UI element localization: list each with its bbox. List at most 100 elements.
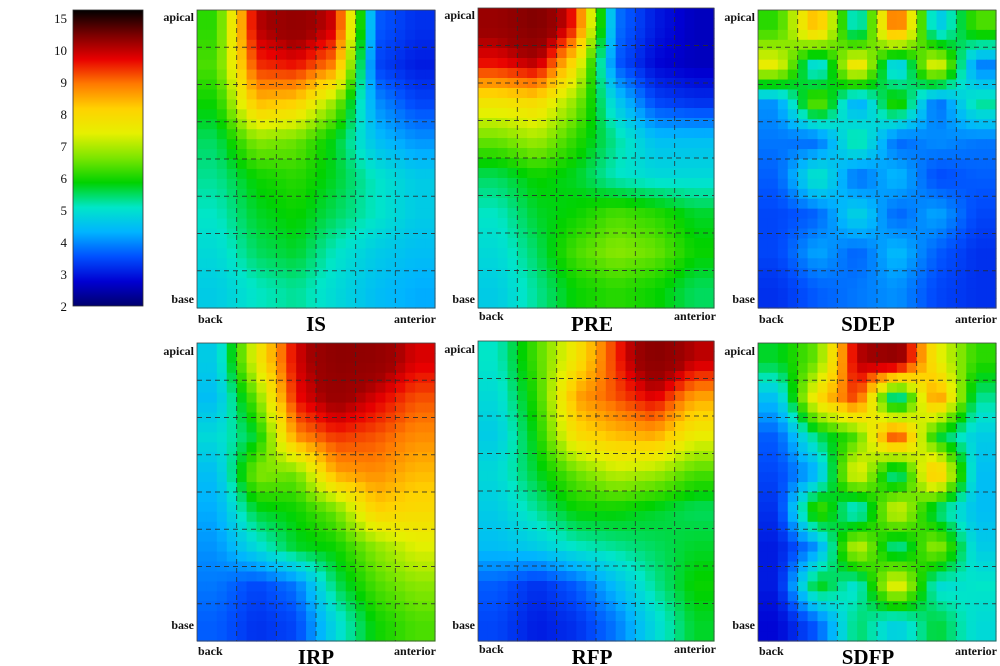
panel-sdep-cell	[946, 208, 957, 220]
panel-irp-cell	[365, 521, 377, 533]
panel-rfp-cell	[625, 401, 636, 412]
panel-sdfp-cell	[966, 372, 977, 384]
panel-sdep-cell	[896, 39, 908, 51]
panel-is-cell	[395, 149, 406, 160]
panel-rfp-cell	[517, 591, 528, 602]
panel-sdep-cell	[916, 109, 928, 120]
panel-pre-cell	[596, 178, 607, 189]
panel-sdep-cell	[758, 19, 769, 31]
panel-rfp-cell	[517, 561, 528, 572]
panel-is-cell	[306, 238, 317, 249]
panel-sdep-cell	[966, 49, 977, 61]
panel-sdep-cell	[946, 168, 957, 180]
panel-irp-cell	[395, 601, 406, 612]
panel-irp-cell	[395, 551, 406, 563]
panel-is-cell	[226, 29, 238, 41]
panel-is-cell	[197, 159, 208, 170]
panel-irp-cell	[276, 501, 287, 513]
panel-is-cell	[197, 89, 208, 100]
panel-sdep-cell	[777, 119, 789, 130]
panel-sdep-cell	[827, 39, 838, 51]
panel-sdfp-cell	[896, 402, 908, 414]
panel-sdfp-cell	[886, 472, 898, 483]
panel-is-cell	[405, 99, 416, 110]
panel-pre-cell	[704, 258, 715, 269]
panel-pre-cell	[576, 178, 587, 189]
panel-is-cell	[236, 79, 248, 91]
panel-is-cell	[256, 39, 268, 51]
panel-is-cell	[425, 149, 436, 160]
panel-irp-cell	[306, 462, 317, 473]
panel-sdfp-cell	[976, 492, 987, 503]
panel-sdep-cell	[966, 39, 977, 51]
panel-pre-cell	[478, 298, 489, 309]
panel-sdfp-cell	[986, 521, 997, 533]
panel-sdep-cell	[976, 168, 987, 180]
panel-irp-cell	[365, 551, 377, 563]
panel-irp-cell	[246, 442, 258, 453]
panel-sdep-cell	[817, 39, 829, 51]
panel-sdfp-cell	[758, 511, 769, 523]
panel-pre-cell	[478, 228, 489, 239]
panel-is-cell	[276, 188, 287, 200]
panel-is-cell	[325, 268, 337, 279]
panel-is-cell	[246, 109, 258, 120]
panel-irp-cell	[316, 621, 327, 632]
panel-is-cell	[335, 298, 347, 309]
panel-sdfp-cell	[966, 631, 977, 642]
panel-rfp-cell	[537, 611, 548, 622]
panel-sdfp-cell	[758, 452, 769, 463]
panel-pre-cell	[704, 298, 715, 309]
panel-sdfp-cell	[986, 561, 997, 573]
panel-sdep-cell	[936, 278, 948, 289]
panel-sdfp-cell	[916, 382, 928, 394]
panel-sdfp-cell	[857, 551, 868, 563]
panel-pre-cell	[586, 238, 597, 249]
panel-pre-cell	[566, 18, 577, 29]
panel-rfp-cell	[596, 441, 607, 452]
panel-sdfp-cell	[986, 501, 997, 513]
panel-is-cell	[206, 59, 218, 71]
panel-pre-cell	[566, 158, 577, 169]
panel-irp-cell	[425, 442, 436, 453]
panel-is-cell	[216, 188, 228, 200]
panel-rfp-cells	[477, 340, 715, 642]
panel-pre-cell	[615, 58, 627, 69]
panel-pre-cell	[635, 298, 646, 309]
panel-is-cell	[335, 198, 347, 210]
panel-pre-cell	[517, 168, 528, 179]
panel-is-cell	[325, 99, 337, 110]
panel-is-cell	[276, 139, 287, 150]
panel-is-cell	[415, 268, 426, 279]
panel-irp-cell	[246, 531, 258, 543]
panel-sdfp-cell	[847, 601, 858, 612]
panel-sdfp-cell	[966, 581, 977, 592]
panel-rfp-cell	[586, 481, 597, 492]
panel-irp-cell	[415, 501, 426, 513]
panel-sdep-cell	[986, 278, 997, 289]
panel-rfp-cell	[674, 501, 686, 512]
panel-pre-cell	[684, 168, 695, 179]
panel-is-cell	[335, 49, 347, 61]
panel-pre-cell	[546, 98, 558, 109]
panel-is-cell	[306, 69, 317, 81]
panel-irp-cell	[256, 392, 268, 404]
panel-rfp-cell	[546, 621, 558, 632]
panel-irp-cell	[266, 531, 277, 543]
panel-pre-cell	[596, 268, 607, 279]
panel-sdep-cell	[877, 228, 888, 240]
panel-sdfp-cell	[976, 541, 987, 553]
panel-sdep-cell	[817, 198, 829, 210]
panel-sdep-cell	[867, 129, 878, 140]
panel-rfp-cell	[635, 371, 646, 382]
panel-irp-cell	[425, 362, 436, 374]
panel-sdep-cell	[797, 268, 809, 279]
panel-pre-cell	[546, 38, 558, 49]
panel-sdep-cell	[946, 248, 957, 259]
panel-rfp-cell	[507, 401, 518, 412]
panel-rfp-cell	[625, 511, 636, 522]
panel-sdep-cell	[936, 188, 948, 200]
panel-pre-cell	[566, 198, 577, 209]
panel-sdfp-cell	[857, 442, 868, 453]
panel-pre-cell	[645, 48, 656, 59]
